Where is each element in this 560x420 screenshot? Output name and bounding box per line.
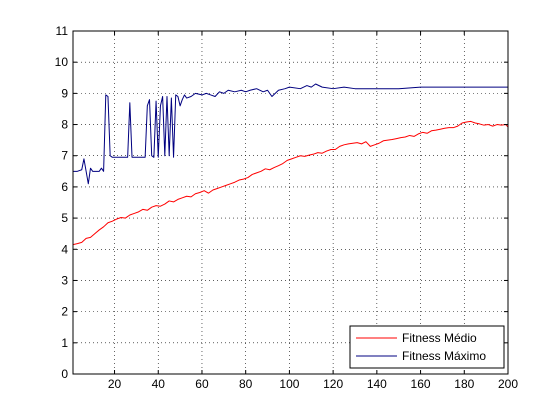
- y-tick-label: 10: [55, 55, 69, 69]
- y-tick-label: 11: [56, 24, 69, 38]
- x-tick-label: 80: [239, 377, 253, 391]
- y-tick-label: 3: [61, 273, 68, 287]
- y-tick-label: 8: [61, 118, 68, 132]
- y-tick-label: 9: [61, 86, 68, 100]
- y-tick-label: 2: [61, 305, 68, 319]
- legend: Fitness Médio Fitness Máximo: [349, 325, 505, 369]
- x-tick-label: 200: [498, 377, 518, 391]
- x-tick-label: 160: [411, 377, 431, 391]
- x-tick-label: 20: [108, 377, 122, 391]
- y-tick-label: 7: [61, 149, 68, 163]
- y-tick-label: 4: [61, 242, 68, 256]
- x-tick-label: 60: [195, 377, 209, 391]
- x-tick-label: 120: [323, 377, 343, 391]
- plot-frame: [72, 30, 509, 375]
- series-lines: [72, 83, 509, 246]
- x-tick-label: 180: [454, 377, 474, 391]
- y-tick-label: 5: [61, 211, 68, 225]
- axis-ticks: [73, 30, 509, 375]
- x-tick-label: 100: [279, 377, 299, 391]
- legend-label-fitness-maximo: Fitness Máximo: [402, 349, 486, 363]
- legend-label-fitness-medio: Fitness Médio: [402, 331, 477, 345]
- y-tick-label: 0: [61, 367, 68, 381]
- series-line-fitness-medio: [72, 120, 509, 246]
- legend-box: [349, 325, 505, 369]
- x-tick-label: 40: [152, 377, 166, 391]
- y-tick-label: 1: [61, 336, 68, 350]
- series-line-fitness-maximo: [73, 83, 508, 185]
- x-tick-labels: 20 40 60 80 100 120 140 160 180 200: [108, 377, 518, 391]
- y-tick-labels: 0 1 2 3 4 5 6 7 8 9 10 11: [55, 24, 69, 381]
- y-tick-label: 6: [61, 180, 68, 194]
- x-tick-label: 140: [367, 377, 387, 391]
- plot-area: [73, 31, 508, 374]
